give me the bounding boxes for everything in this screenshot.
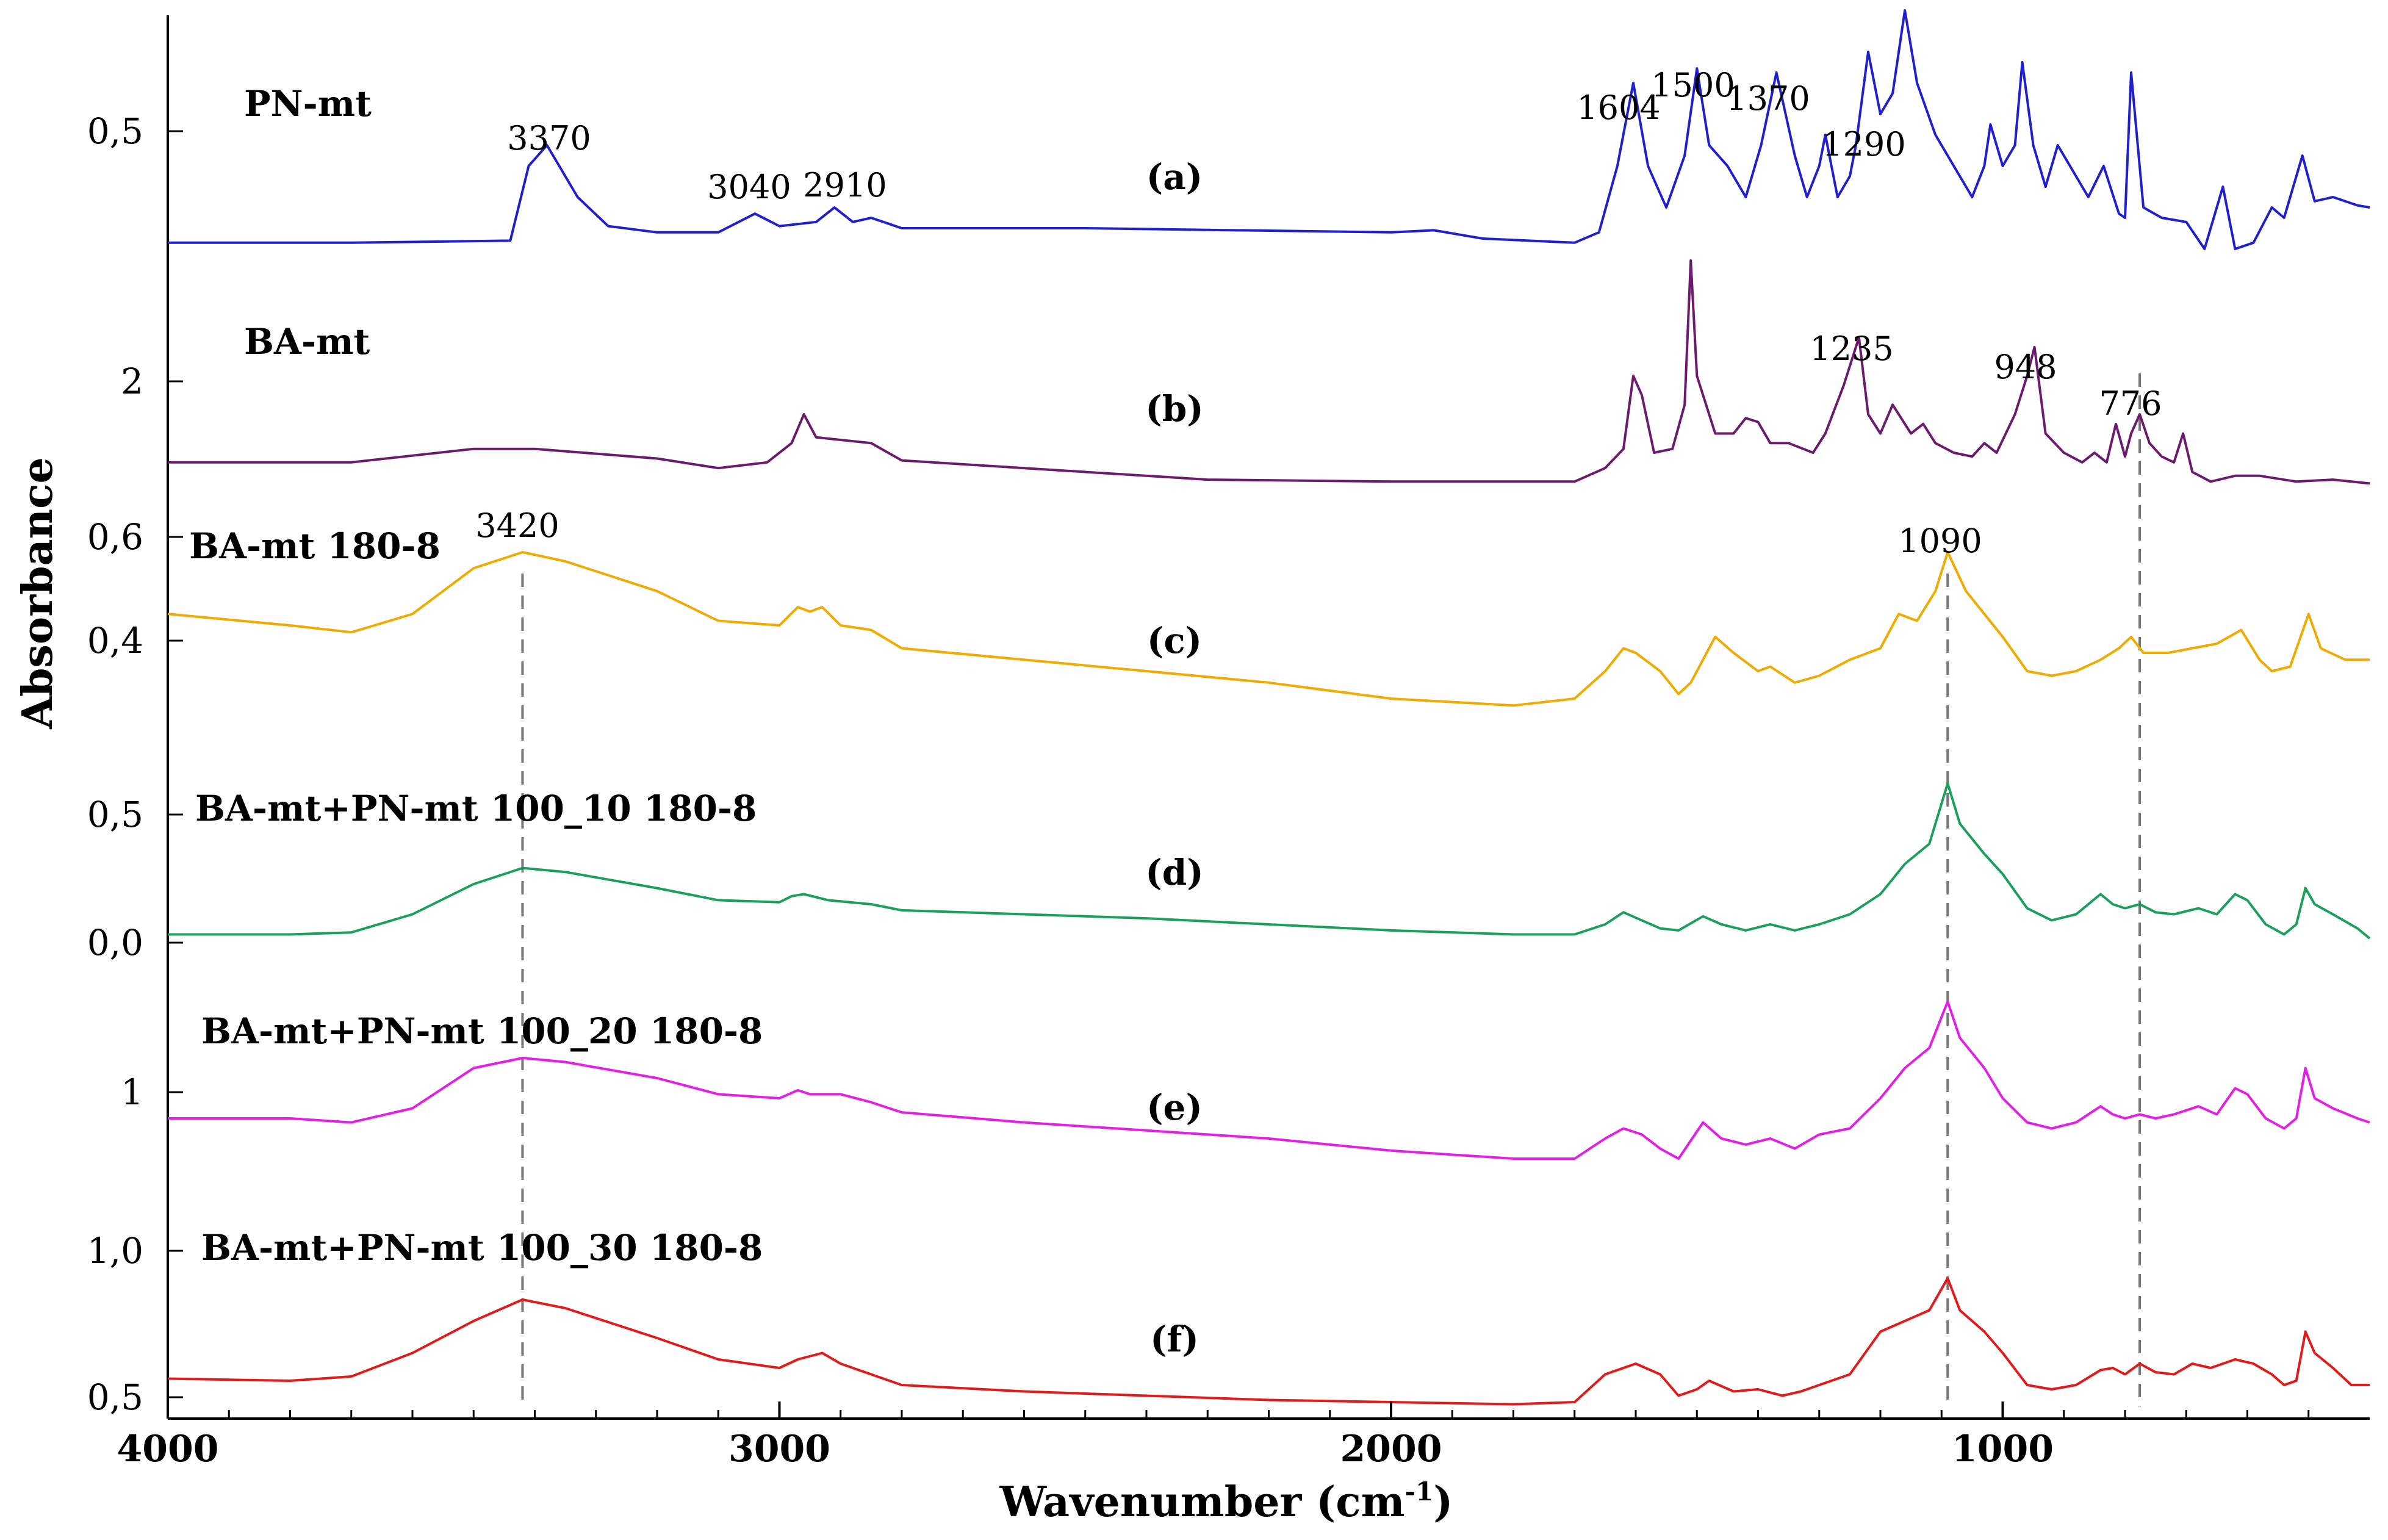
x-axis-label-main: Wavenumber (cm bbox=[999, 1478, 1405, 1527]
series-line-b bbox=[168, 259, 2370, 485]
series-letter-d: (d) bbox=[1145, 852, 1203, 893]
peak-label: 1500 bbox=[1651, 66, 1735, 104]
x-axis-label-close: ) bbox=[1433, 1478, 1453, 1527]
x-tick-label: 2000 bbox=[1340, 1428, 1442, 1470]
series-line-f bbox=[167, 1277, 2370, 1406]
x-minor-ticks bbox=[228, 1410, 2310, 1419]
y-ticks: 0,5 2 0,6 0,4 0,5 0,0 1 1,0 0,5 bbox=[87, 110, 183, 1418]
series-letter-b: (b) bbox=[1145, 388, 1203, 430]
y-tick-label: 1 bbox=[121, 1071, 143, 1113]
series-letter-e: (e) bbox=[1146, 1087, 1203, 1128]
y-tick-label: 0,5 bbox=[87, 1376, 143, 1418]
peak-label: 1235 bbox=[1810, 329, 1893, 368]
series-label-f: BA-mt+PN-mt 100_30 180-8 bbox=[201, 1227, 763, 1268]
peak-label: 1370 bbox=[1726, 79, 1810, 118]
reference-lines bbox=[521, 373, 2142, 1406]
peak-label: 948 bbox=[1994, 348, 2057, 386]
x-tick-label: 4000 bbox=[117, 1428, 219, 1470]
x-tick-label: 3000 bbox=[728, 1428, 830, 1470]
series-label-b: BA-mt bbox=[244, 321, 370, 362]
peak-label: 1090 bbox=[1898, 522, 1982, 560]
x-ticks: 4000 3000 2000 1000 bbox=[117, 1401, 2054, 1470]
peak-label: 2910 bbox=[803, 166, 887, 204]
peak-label: 776 bbox=[2099, 384, 2162, 423]
y-axis-label: Absorbance bbox=[13, 457, 62, 730]
series-label-a: PN-mt bbox=[244, 83, 372, 124]
series-line-d bbox=[168, 782, 2371, 940]
y-tick-label: 0,0 bbox=[87, 922, 143, 963]
peak-label: 3420 bbox=[475, 506, 559, 545]
peak-label: 1290 bbox=[1822, 125, 1905, 164]
y-tick-label: 2 bbox=[121, 361, 143, 402]
series-labels: PN-mt (a) BA-mt (b) BA-mt 180-8 (c) BA-mt+PN-m… bbox=[189, 83, 1204, 1360]
series-letter-c: (c) bbox=[1147, 620, 1202, 661]
series-line-e bbox=[168, 1000, 2370, 1160]
series-letter-a: (a) bbox=[1146, 156, 1203, 198]
x-axis-label-sup: -1 bbox=[1405, 1477, 1434, 1506]
y-tick-label: 0,5 bbox=[87, 110, 143, 152]
x-tick-label: 1000 bbox=[1952, 1428, 2054, 1470]
peak-label: 1604 bbox=[1577, 88, 1660, 127]
series-line-c bbox=[167, 551, 2370, 707]
peak-label: 3370 bbox=[507, 119, 591, 157]
y-tick-label: 0,4 bbox=[87, 620, 143, 661]
y-tick-label: 0,6 bbox=[87, 516, 143, 558]
series-layer bbox=[167, 9, 2371, 1406]
y-tick-label: 1,0 bbox=[87, 1230, 143, 1272]
series-label-e: BA-mt+PN-mt 100_20 180-8 bbox=[201, 1010, 763, 1052]
series-line-a bbox=[168, 9, 2370, 250]
y-tick-label: 0,5 bbox=[87, 794, 143, 835]
peak-label: 3040 bbox=[707, 168, 791, 206]
x-axis-label: Wavenumber (cm-1) bbox=[999, 1477, 1453, 1527]
axes bbox=[167, 15, 2370, 1420]
series-label-c: BA-mt 180-8 bbox=[189, 525, 441, 567]
series-label-d: BA-mt+PN-mt 100_10 180-8 bbox=[195, 788, 757, 829]
series-letter-f: (f) bbox=[1150, 1319, 1199, 1360]
